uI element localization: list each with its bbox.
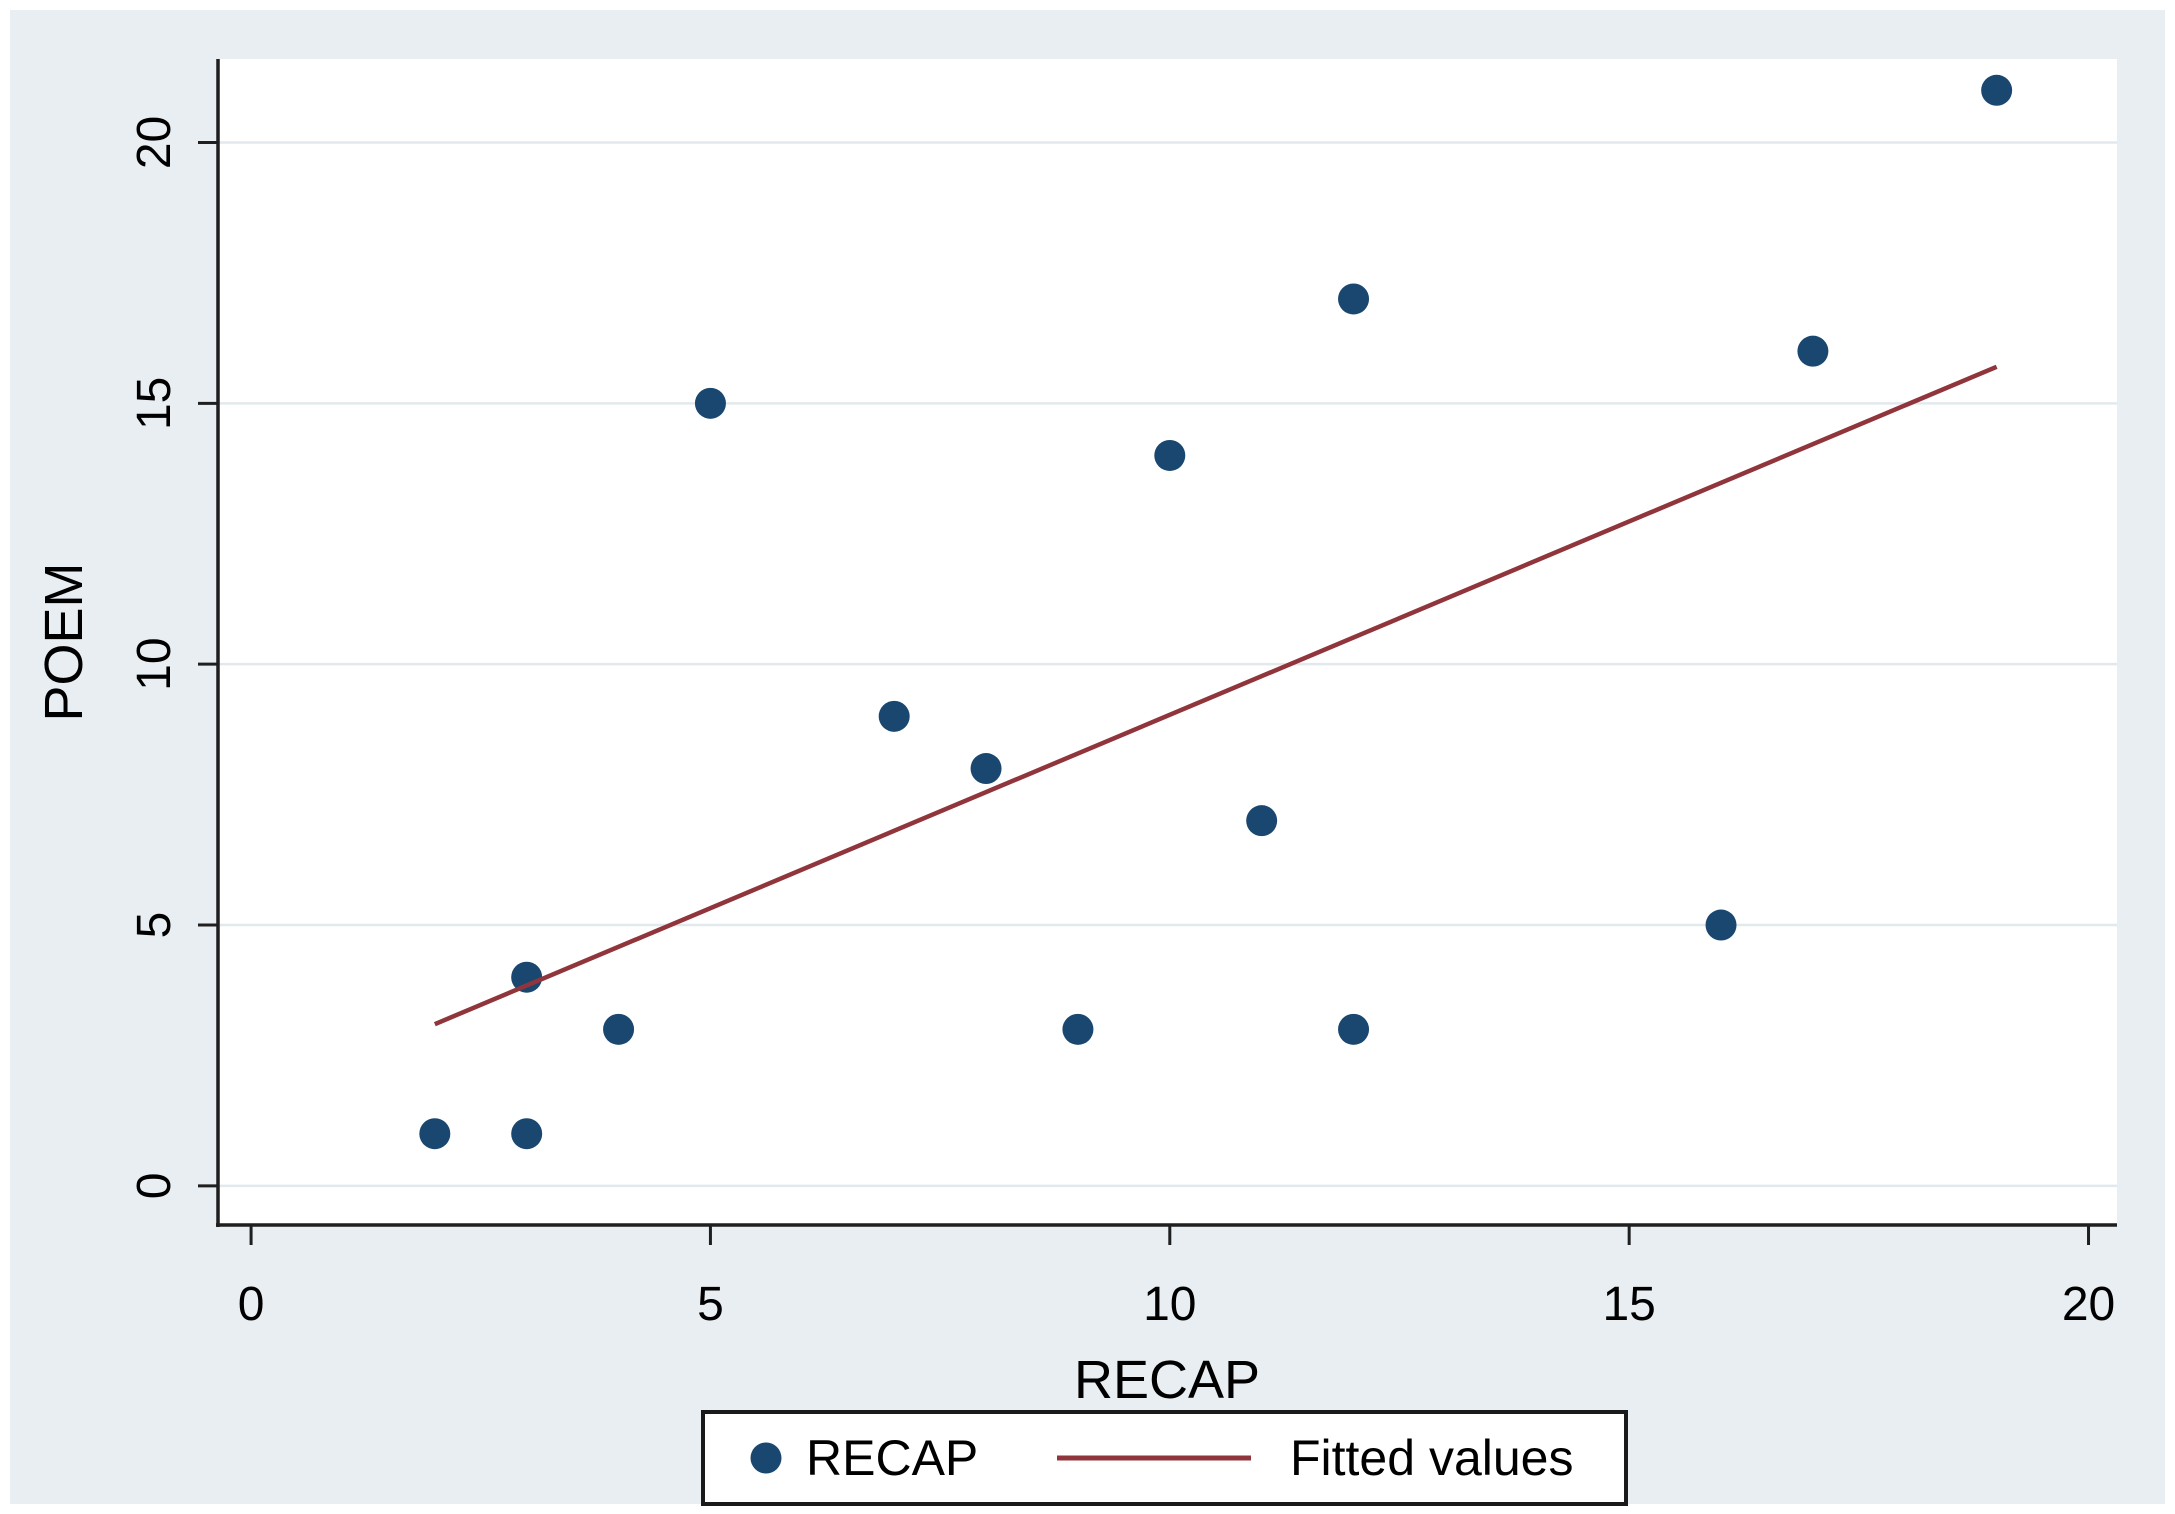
data-point xyxy=(419,1118,451,1150)
legend-label-fitted: Fitted values xyxy=(1290,1430,1573,1486)
data-point xyxy=(511,961,543,993)
plot-area xyxy=(218,59,2117,1225)
y-tick-label: 5 xyxy=(128,912,181,939)
legend-label-recap: RECAP xyxy=(806,1430,978,1486)
data-point xyxy=(1338,1013,1370,1045)
x-tick-label: 5 xyxy=(697,1278,724,1331)
data-point xyxy=(1981,74,2013,106)
x-tick-label: 10 xyxy=(1143,1278,1196,1331)
data-point xyxy=(1062,1013,1094,1045)
series-group xyxy=(419,74,2013,1150)
x-tick-label: 0 xyxy=(238,1278,265,1331)
x-axis-title: RECAP xyxy=(1074,1350,1260,1410)
fitted-line xyxy=(433,364,1998,1027)
data-point xyxy=(603,1013,635,1045)
legend-marker-dot-icon xyxy=(750,1442,782,1474)
y-tick-label: 0 xyxy=(128,1173,181,1200)
data-point xyxy=(694,387,726,419)
data-point xyxy=(970,753,1002,785)
data-point xyxy=(511,1118,543,1150)
ticks-group: 0 5 10 15 20 0 5 10 15 20 xyxy=(128,116,2115,1331)
y-tick-label: 15 xyxy=(128,377,181,430)
data-point xyxy=(1797,335,1829,367)
legend: RECAP Fitted values xyxy=(701,1410,1628,1506)
data-point xyxy=(1246,805,1278,837)
y-tick-label: 10 xyxy=(128,637,181,690)
data-point xyxy=(1338,283,1370,315)
x-tick-label: 20 xyxy=(2062,1278,2115,1331)
data-point xyxy=(878,700,910,732)
data-point xyxy=(1705,909,1737,941)
y-tick-label: 20 xyxy=(128,116,181,169)
gridlines-group xyxy=(218,141,2117,1188)
y-axis-title: POEM xyxy=(34,562,94,721)
x-tick-label: 15 xyxy=(1602,1278,1655,1331)
data-point xyxy=(1154,439,1186,471)
